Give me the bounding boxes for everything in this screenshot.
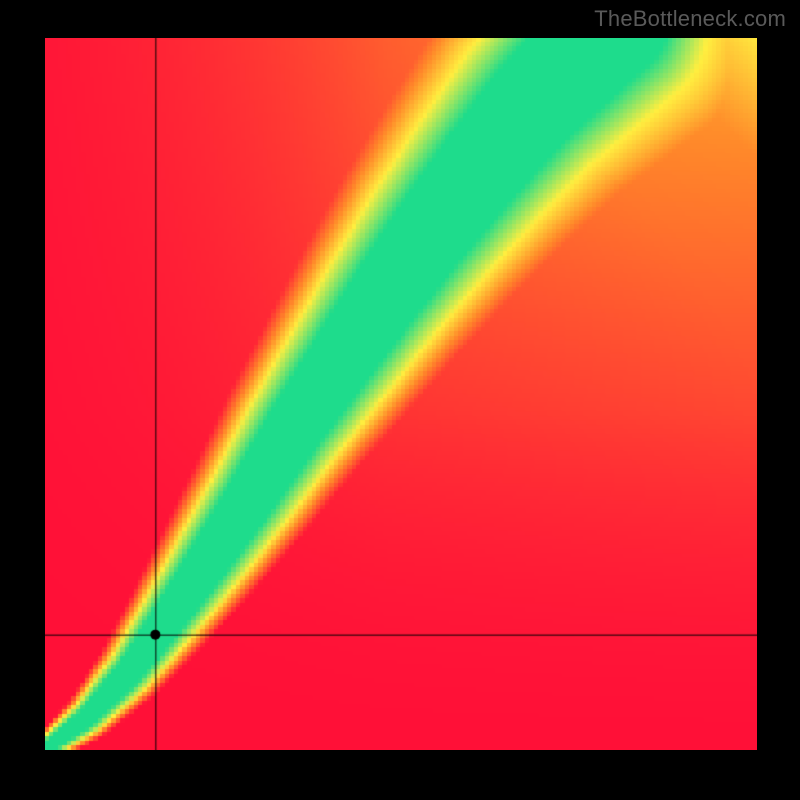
heatmap-canvas [45,38,757,750]
chart-container: TheBottleneck.com [0,0,800,800]
plot-area [45,38,757,750]
watermark-text: TheBottleneck.com [594,6,786,32]
